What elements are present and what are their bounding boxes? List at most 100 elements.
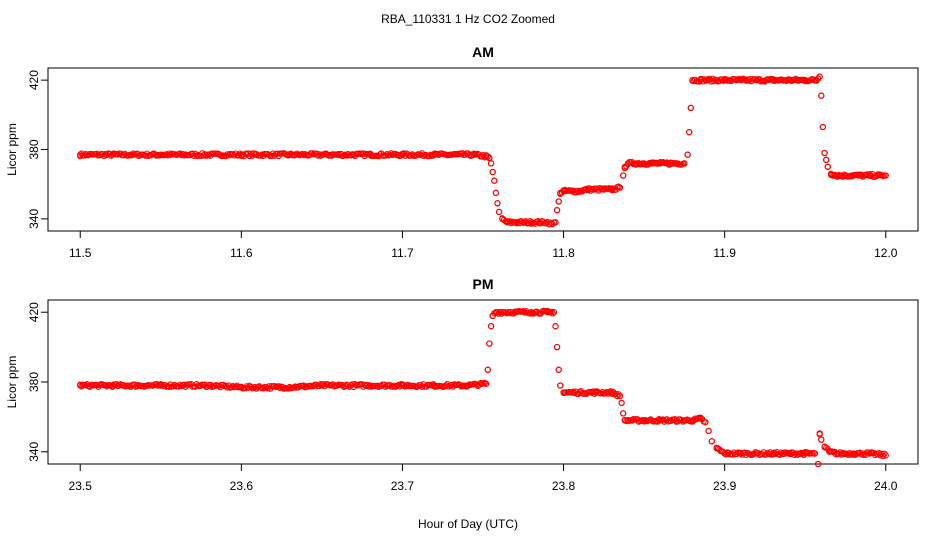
data-point (157, 151, 164, 158)
data-point (632, 160, 640, 167)
data-point (299, 150, 306, 158)
data-point (77, 151, 84, 158)
data-point (257, 152, 264, 159)
data-point (528, 219, 535, 226)
data-point (657, 160, 664, 167)
data-point (483, 153, 490, 160)
data-point (318, 151, 326, 158)
data-point (819, 123, 827, 131)
data-point (608, 389, 616, 396)
data-point (512, 219, 519, 226)
x-tick-label: 23.9 (713, 479, 737, 493)
data-point (640, 417, 648, 424)
panel-title: AM (472, 44, 494, 60)
data-point (399, 151, 406, 158)
data-point (395, 151, 402, 159)
data-point (818, 436, 825, 443)
data-point (705, 76, 712, 84)
x-tick-label: 23.7 (391, 479, 415, 493)
data-point (785, 76, 793, 84)
data-point (489, 168, 496, 176)
data-point (823, 156, 830, 164)
data-point (785, 450, 793, 457)
data-point (499, 215, 506, 223)
data-point (737, 76, 744, 84)
data-point (600, 186, 607, 193)
data-point (495, 208, 503, 216)
y-axis-label: Licor ppm (5, 356, 19, 409)
data-points (77, 307, 889, 468)
data-point (504, 219, 511, 226)
data-point (834, 172, 841, 179)
data-point (689, 76, 696, 84)
data-point (77, 382, 84, 389)
data-point (528, 309, 535, 316)
data-point (285, 385, 292, 392)
data-point (811, 450, 819, 457)
data-point (484, 366, 491, 373)
data-point (109, 382, 116, 389)
data-point (486, 340, 493, 347)
data-point (705, 427, 712, 435)
x-tick-label: 12.0 (874, 246, 898, 260)
x-tick-label: 23.5 (69, 479, 93, 493)
data-point (814, 75, 822, 82)
data-point (492, 309, 500, 316)
panel-am: AM Licor ppm 11.5 11.6 11.7 11.8 11.9 12.0 340 38… (5, 44, 919, 260)
data-point (882, 452, 889, 459)
data-point (367, 151, 374, 158)
data-point (512, 309, 519, 316)
data-point (238, 384, 245, 391)
data-point (881, 450, 888, 457)
data-point (592, 186, 599, 193)
data-point (557, 382, 564, 389)
data-point (681, 417, 688, 424)
data-point (560, 187, 567, 195)
data-point (769, 76, 777, 84)
data-point (608, 186, 616, 193)
data-point (616, 184, 624, 191)
data-point (689, 417, 696, 424)
data-point (866, 450, 873, 457)
data-point (374, 382, 381, 389)
data-point (640, 160, 648, 167)
data-point (702, 418, 709, 426)
data-point (487, 160, 495, 167)
data-point (769, 450, 777, 457)
data-point (753, 76, 761, 84)
data-point (834, 450, 841, 457)
y-tick-label: 340 (27, 441, 41, 461)
data-point (576, 187, 583, 195)
data-point (109, 151, 116, 158)
figure-xlabel: Hour of Day (UTC) (418, 517, 518, 531)
y-tick-label: 380 (27, 372, 41, 392)
data-point (615, 183, 622, 190)
data-point (858, 172, 865, 179)
data-point (201, 151, 209, 158)
data-point (478, 153, 486, 160)
y-tick-label: 380 (27, 139, 41, 159)
data-point (827, 170, 835, 177)
data-point (576, 389, 583, 396)
data-point (616, 392, 624, 400)
data-point (544, 309, 551, 316)
data-point (615, 391, 622, 398)
data-point (456, 381, 464, 389)
data-point (555, 198, 562, 205)
data-point (665, 160, 672, 167)
data-point (560, 389, 567, 396)
data-point (260, 385, 267, 392)
data-point (721, 76, 728, 84)
data-point (489, 312, 496, 319)
data-point (584, 186, 591, 193)
data-point (205, 151, 213, 158)
data-point (550, 309, 558, 316)
data-point (621, 163, 628, 170)
data-point (555, 366, 562, 373)
y-tick-label: 420 (27, 70, 41, 90)
data-point (866, 172, 873, 179)
data-points (77, 73, 889, 228)
data-point (657, 417, 664, 424)
data-point (882, 172, 889, 179)
